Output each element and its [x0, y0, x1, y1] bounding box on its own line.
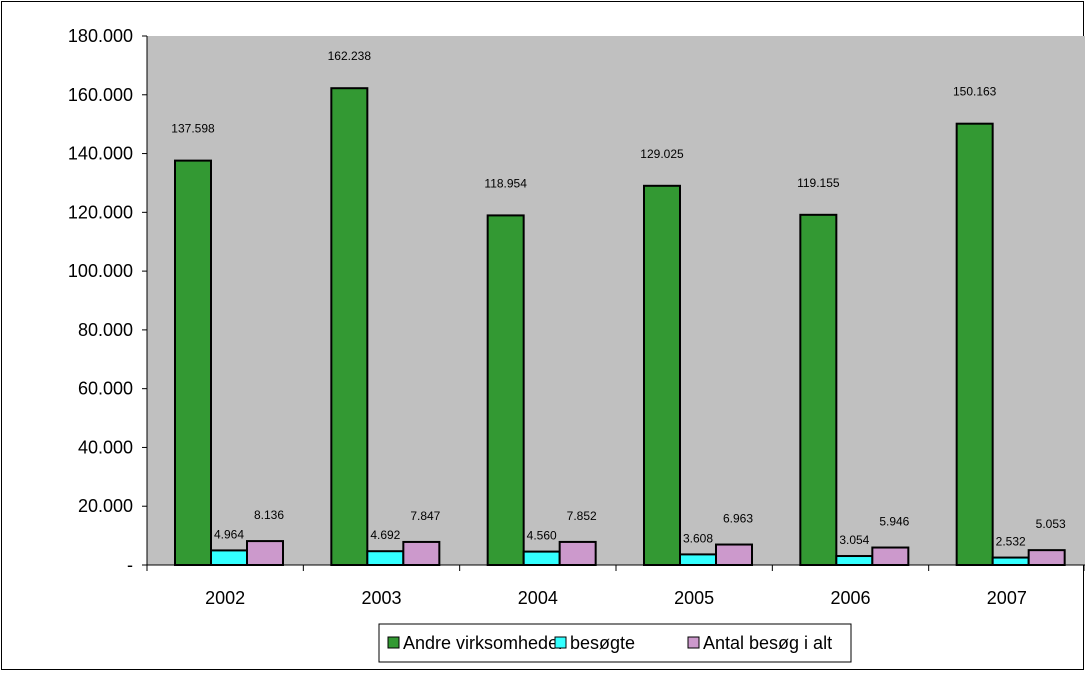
y-tick-label: 120.000 — [68, 202, 133, 222]
y-tick-label: 40.000 — [78, 437, 133, 457]
data-label-series2-2005: 6.963 — [723, 512, 753, 526]
bar-series2-2005 — [715, 543, 753, 566]
data-label-series1-2006: 3.054 — [839, 533, 869, 547]
bars-layer — [174, 87, 1066, 567]
bar-series2-2006 — [871, 546, 910, 567]
bar-series0-2006 — [799, 213, 838, 567]
bar-series2-2003 — [402, 540, 441, 566]
bar-series1-2005 — [679, 553, 717, 566]
bar-series1-2006 — [835, 555, 874, 567]
bar-series1-2002 — [210, 549, 248, 567]
y-tick-label: 20.000 — [78, 496, 133, 516]
data-label-series1-2002: 4.964 — [214, 527, 244, 541]
bar-series1-2007 — [991, 556, 1030, 566]
data-label-series1-2003: 4.692 — [370, 528, 400, 542]
data-labels-layer: 137.598 162.238 118.954 129.025 119.155 150.1… — [171, 49, 1066, 548]
legend-label-series0: Andre virksomheder — [403, 633, 564, 653]
x-tick-label: 2004 — [518, 588, 558, 608]
legend-swatch-series2 — [687, 636, 700, 649]
bar-series2-2007 — [1027, 549, 1066, 566]
data-label-series2-2007: 5.053 — [1036, 517, 1066, 531]
legend-box — [378, 623, 852, 663]
bar-series1-2004 — [522, 550, 561, 567]
bar-series2-2004 — [558, 540, 597, 566]
bar-series2-2002 — [246, 540, 284, 566]
y-tick-label: 80.000 — [78, 320, 133, 340]
legend-swatch-series0 — [387, 636, 400, 649]
legend: Andre virksomheder besøgte Antal besøg i a… — [378, 623, 852, 663]
y-tick-label: 60.000 — [78, 379, 133, 399]
x-tick-label: 2006 — [830, 588, 870, 608]
data-label-series2-2003: 7.847 — [410, 509, 440, 523]
data-label-series1-2005: 3.608 — [683, 531, 713, 545]
y-tick-label: 160.000 — [68, 85, 133, 105]
bar-series0-2003 — [330, 87, 369, 567]
axes-layer: - 20.000 40.000 60.000 80.000 100.000 120.000 1… — [68, 26, 1085, 608]
x-tick-label: 2002 — [205, 588, 245, 608]
data-label-series1-2007: 2.532 — [996, 535, 1026, 549]
x-tick-label: 2003 — [361, 588, 401, 608]
data-label-series2-2006: 5.946 — [879, 515, 909, 529]
y-tick-label: - — [127, 555, 133, 575]
data-label-series1-2004: 4.560 — [527, 529, 557, 543]
data-label-series0-2003: 162.238 — [328, 49, 372, 63]
y-tick-label: 140.000 — [68, 144, 133, 164]
plot-area — [147, 36, 1085, 565]
y-tick-label: 180.000 — [68, 26, 133, 46]
bar-series0-2007 — [955, 122, 994, 567]
legend-label-series2: Antal besøg i alt — [703, 633, 832, 653]
data-label-series0-2004: 118.954 — [484, 176, 527, 190]
data-label-series0-2007: 150.163 — [953, 85, 997, 99]
bar-series0-2004 — [486, 214, 525, 566]
legend-label-series1: besøgte — [570, 633, 635, 653]
x-tick-label: 2005 — [674, 588, 714, 608]
data-label-series0-2006: 119.155 — [797, 176, 840, 190]
bar-series0-2002 — [174, 159, 212, 566]
legend-swatch-series1 — [554, 636, 567, 649]
data-label-series0-2002: 137.598 — [171, 122, 215, 136]
y-tick-label: 100.000 — [68, 261, 133, 281]
data-label-series2-2002: 8.136 — [254, 508, 284, 522]
x-tick-label: 2007 — [987, 588, 1027, 608]
data-label-series2-2004: 7.852 — [567, 509, 597, 523]
bar-series0-2005 — [643, 184, 681, 566]
bar-series1-2003 — [366, 550, 405, 567]
data-label-series0-2005: 129.025 — [640, 147, 684, 161]
